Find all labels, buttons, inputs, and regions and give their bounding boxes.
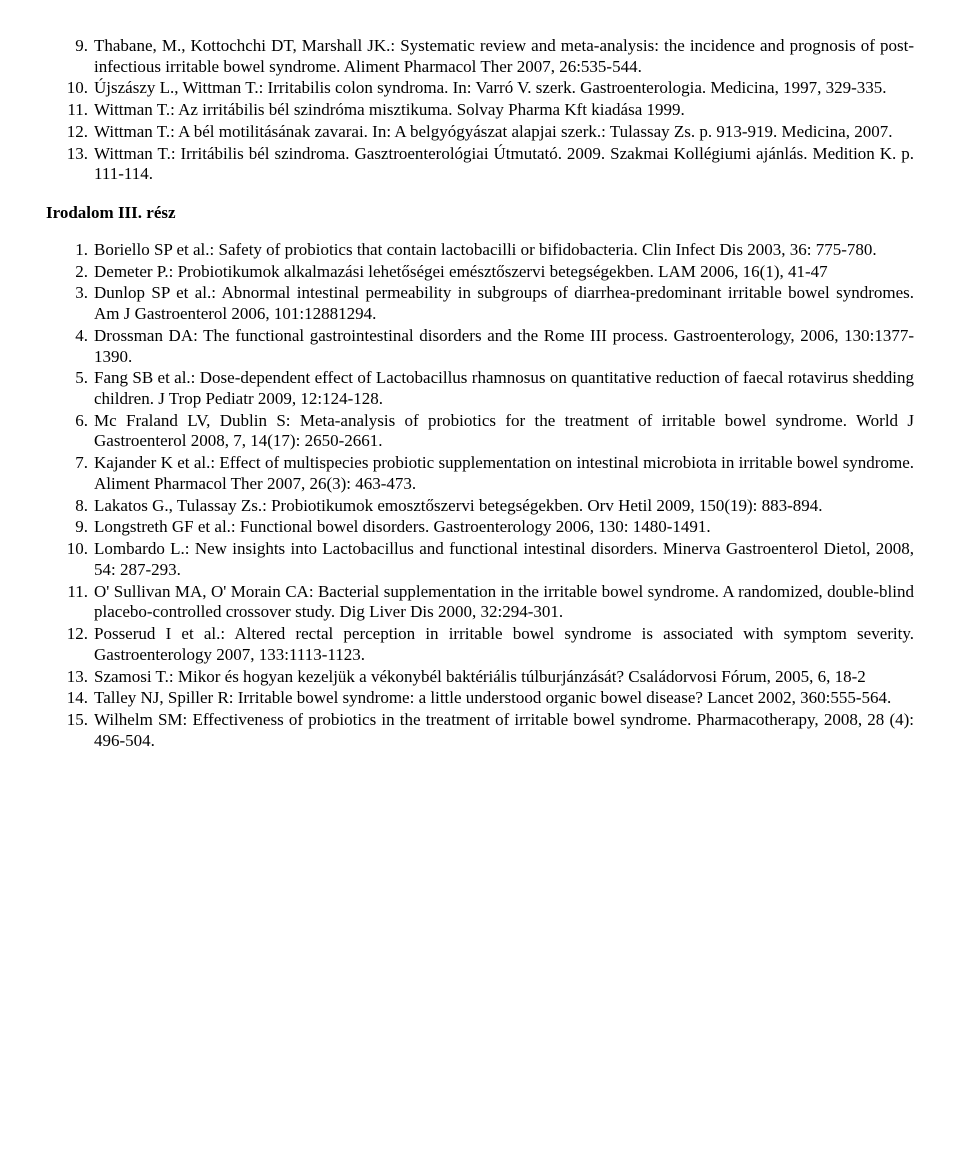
reference-number: 3. xyxy=(62,283,94,324)
reference-number: 2. xyxy=(62,262,94,283)
reference-number: 13. xyxy=(62,667,94,688)
reference-number: 13. xyxy=(62,144,94,185)
reference-number: 14. xyxy=(62,688,94,709)
reference-item: 2.Demeter P.: Probiotikumok alkalmazási … xyxy=(46,262,914,283)
reference-number: 8. xyxy=(62,496,94,517)
reference-text: Thabane, M., Kottochchi DT, Marshall JK.… xyxy=(94,36,914,77)
reference-number: 10. xyxy=(62,78,94,99)
reference-text: Dunlop SP et al.: Abnormal intestinal pe… xyxy=(94,283,914,324)
reference-item: 10.Lombardo L.: New insights into Lactob… xyxy=(46,539,914,580)
reference-text: Longstreth GF et al.: Functional bowel d… xyxy=(94,517,914,538)
reference-item: 14.Talley NJ, Spiller R: Irritable bowel… xyxy=(46,688,914,709)
reference-text: Demeter P.: Probiotikumok alkalmazási le… xyxy=(94,262,914,283)
reference-item: 12.Wittman T.: A bél motilitásának zavar… xyxy=(46,122,914,143)
reference-number: 11. xyxy=(62,582,94,623)
reference-item: 11.O' Sullivan MA, O' Morain CA: Bacteri… xyxy=(46,582,914,623)
reference-text: Wittman T.: A bél motilitásának zavarai.… xyxy=(94,122,914,143)
reference-number: 10. xyxy=(62,539,94,580)
reference-text: Mc Fraland LV, Dublin S: Meta-analysis o… xyxy=(94,411,914,452)
reference-item: 12.Posserud I et al.: Altered rectal per… xyxy=(46,624,914,665)
reference-text: Boriello SP et al.: Safety of probiotics… xyxy=(94,240,914,261)
reference-number: 12. xyxy=(62,122,94,143)
reference-text: Drossman DA: The functional gastrointest… xyxy=(94,326,914,367)
bottom-reference-list: 1.Boriello SP et al.: Safety of probioti… xyxy=(46,240,914,752)
reference-item: 10.Újszászy L., Wittman T.: Irritabilis … xyxy=(46,78,914,99)
section-heading: Irodalom III. rész xyxy=(46,203,914,224)
reference-text: O' Sullivan MA, O' Morain CA: Bacterial … xyxy=(94,582,914,623)
reference-text: Wittman T.: Az irritábilis bél szindróma… xyxy=(94,100,914,121)
top-reference-list: 9.Thabane, M., Kottochchi DT, Marshall J… xyxy=(46,36,914,185)
reference-text: Lombardo L.: New insights into Lactobaci… xyxy=(94,539,914,580)
reference-number: 9. xyxy=(62,36,94,77)
reference-item: 9.Longstreth GF et al.: Functional bowel… xyxy=(46,517,914,538)
reference-text: Wilhelm SM: Effectiveness of probiotics … xyxy=(94,710,914,751)
reference-item: 6.Mc Fraland LV, Dublin S: Meta-analysis… xyxy=(46,411,914,452)
reference-text: Posserud I et al.: Altered rectal percep… xyxy=(94,624,914,665)
reference-number: 1. xyxy=(62,240,94,261)
reference-item: 1.Boriello SP et al.: Safety of probioti… xyxy=(46,240,914,261)
reference-item: 13.Wittman T.: Irritábilis bél szindroma… xyxy=(46,144,914,185)
reference-number: 15. xyxy=(62,710,94,751)
reference-number: 11. xyxy=(62,100,94,121)
reference-number: 12. xyxy=(62,624,94,665)
reference-text: Újszászy L., Wittman T.: Irritabilis col… xyxy=(94,78,914,99)
reference-item: 7.Kajander K et al.: Effect of multispec… xyxy=(46,453,914,494)
reference-text: Lakatos G., Tulassay Zs.: Probiotikumok … xyxy=(94,496,914,517)
reference-item: 9.Thabane, M., Kottochchi DT, Marshall J… xyxy=(46,36,914,77)
reference-item: 3.Dunlop SP et al.: Abnormal intestinal … xyxy=(46,283,914,324)
reference-text: Talley NJ, Spiller R: Irritable bowel sy… xyxy=(94,688,914,709)
reference-item: 5.Fang SB et al.: Dose-dependent effect … xyxy=(46,368,914,409)
reference-number: 7. xyxy=(62,453,94,494)
reference-item: 11.Wittman T.: Az irritábilis bél szindr… xyxy=(46,100,914,121)
reference-item: 15.Wilhelm SM: Effectiveness of probioti… xyxy=(46,710,914,751)
reference-number: 6. xyxy=(62,411,94,452)
reference-text: Kajander K et al.: Effect of multispecie… xyxy=(94,453,914,494)
reference-text: Fang SB et al.: Dose-dependent effect of… xyxy=(94,368,914,409)
reference-number: 4. xyxy=(62,326,94,367)
reference-item: 4. Drossman DA: The functional gastroint… xyxy=(46,326,914,367)
reference-text: Szamosi T.: Mikor és hogyan kezeljük a v… xyxy=(94,667,914,688)
reference-text: Wittman T.: Irritábilis bél szindroma. G… xyxy=(94,144,914,185)
reference-number: 9. xyxy=(62,517,94,538)
reference-item: 13.Szamosi T.: Mikor és hogyan kezeljük … xyxy=(46,667,914,688)
reference-item: 8.Lakatos G., Tulassay Zs.: Probiotikumo… xyxy=(46,496,914,517)
reference-number: 5. xyxy=(62,368,94,409)
